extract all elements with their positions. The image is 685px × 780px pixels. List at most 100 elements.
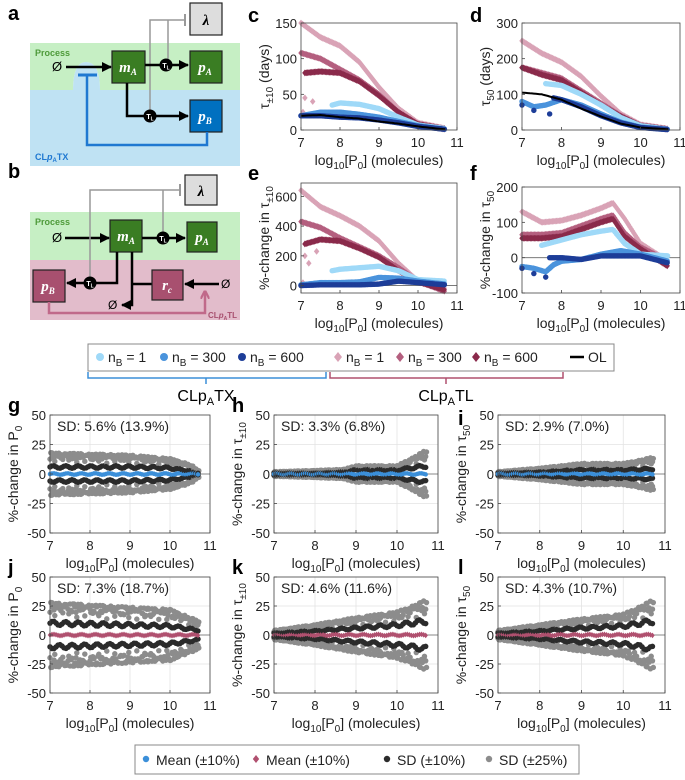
mean-point (195, 472, 201, 477)
x-tick-label: 8 (336, 135, 343, 150)
mA-label: mA (117, 229, 135, 246)
x-tick-label: 11 (450, 298, 464, 313)
clpatx-region (30, 62, 240, 166)
data-point-tl1 (313, 247, 320, 255)
data-point-tl1 (624, 219, 630, 226)
data-point-tl600 (611, 218, 618, 225)
x-axis-label: log10[P0] (molecules) (537, 152, 666, 172)
data-point-tx600 (542, 274, 549, 280)
rc-label: rc (162, 278, 172, 295)
y-tick-label: 0 (39, 467, 46, 482)
data-point-tl1 (370, 76, 377, 84)
data-marks (298, 187, 448, 295)
panel-letter-c: c (248, 5, 259, 27)
x-tick-label: 7 (270, 538, 277, 553)
x-axis-label: log10[P0] (molecules) (315, 152, 444, 172)
data-point-tl1 (369, 74, 375, 82)
y-axis-label: %-change in P0 (5, 425, 25, 522)
data-marks (47, 450, 202, 498)
data-point-tl1 (621, 214, 628, 222)
feedback-arrow (47, 293, 205, 315)
translation-node (159, 58, 173, 72)
mA-label: mA (119, 60, 137, 77)
null-species: Ø (52, 59, 62, 74)
data-point-tl1 (617, 209, 623, 217)
sd-annotation: SD: 7.3% (18.7%) (57, 580, 169, 596)
x-tick-label: 10 (633, 298, 647, 313)
mean-point (107, 631, 113, 638)
sd25-point (156, 461, 162, 467)
y-tick-label: 200 (496, 52, 518, 67)
panel-letter-g: g (8, 395, 20, 417)
data-point-tl600 (616, 224, 622, 232)
mA-node (109, 219, 143, 253)
sd10-point (422, 477, 429, 484)
data-point-tl600 (614, 222, 621, 229)
data-point-tl1 (362, 66, 368, 73)
y-tick-label: -100 (492, 286, 518, 301)
sd25-point (52, 483, 58, 490)
y-tick-label: 600 (275, 189, 297, 204)
mean-point (149, 631, 155, 638)
data-point-tl1 (629, 227, 636, 235)
x-tick-label: 9 (597, 298, 604, 313)
y-tick-label: 0 (290, 279, 297, 294)
mean-point (423, 472, 428, 477)
x-tick-label: 9 (126, 538, 133, 553)
lambda-node (184, 174, 218, 206)
lambda-label: λ (197, 184, 205, 200)
null-species: Ø (52, 230, 62, 245)
sd25-point (650, 455, 657, 462)
data-point-tl1 (309, 98, 316, 105)
sd25-point (143, 483, 149, 490)
mean-point (153, 632, 159, 639)
sd10-point (422, 464, 429, 471)
sd25-point (73, 609, 79, 616)
sd25-point (156, 481, 162, 487)
y-axis-label: %-change in τ±10 (229, 422, 249, 526)
panel-letter-h: h (232, 395, 244, 417)
x-tick-label: 7 (46, 538, 53, 553)
sd25-point (60, 654, 66, 660)
y-axis-label: τ50 (days) (477, 47, 497, 106)
data-point-tl1 (363, 67, 370, 75)
x-tick-label: 9 (375, 135, 382, 150)
data-marks (298, 19, 448, 133)
sd25-point (51, 607, 57, 613)
panel-letter-a: a (8, 3, 20, 25)
panel-letter-b: b (8, 161, 20, 183)
sd25-point (126, 614, 132, 621)
data-point-tl600 (610, 215, 616, 223)
clpatl-label: CLpATL (208, 311, 237, 322)
sd25-point (112, 651, 118, 657)
sd10-point (195, 636, 201, 642)
x-tick-label: 9 (597, 135, 604, 150)
sd25-point (60, 610, 66, 616)
data-point-tl600 (617, 226, 623, 234)
sd25-point (423, 493, 430, 499)
process-label: Process (35, 217, 70, 227)
y-tick-label: 200 (275, 249, 297, 264)
data-point-tl1 (620, 213, 626, 220)
sd25-point (196, 645, 202, 651)
null-species: Ø (221, 277, 230, 291)
sd25-point (74, 614, 80, 620)
y-tick-label: 0 (511, 123, 518, 138)
data-point-tx600 (664, 259, 670, 266)
y-tick-label: 150 (275, 16, 297, 31)
x-axis-label: log10[P0] (molecules) (66, 555, 195, 575)
pA-label: pA (196, 60, 212, 77)
sd25-point (82, 483, 88, 490)
data-point-tl1 (632, 232, 639, 239)
data-point-tl600 (620, 230, 626, 238)
sd25-point (156, 616, 162, 623)
x-tick-label: 11 (658, 538, 672, 553)
lambda-node (189, 2, 223, 36)
y-tick-label: 200 (496, 180, 518, 195)
